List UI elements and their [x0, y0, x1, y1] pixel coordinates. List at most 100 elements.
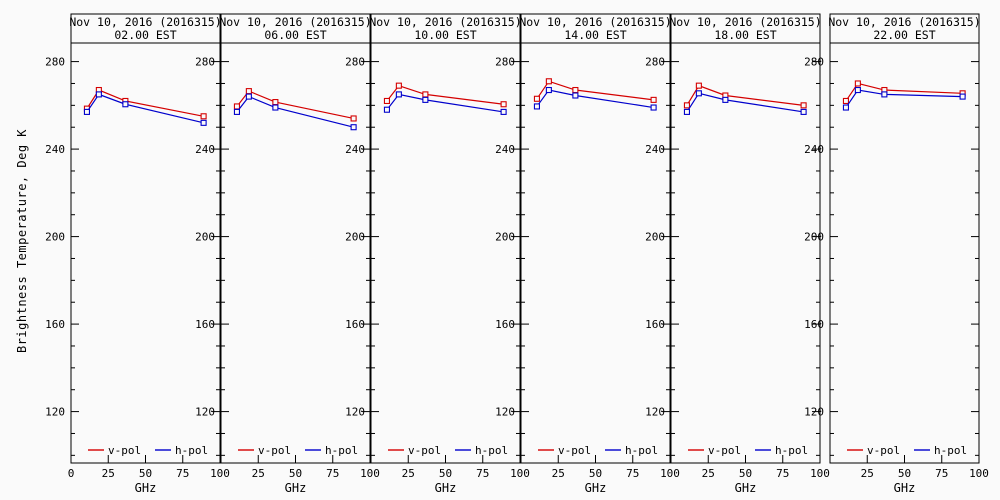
panel-1000: Nov 10, 2016 (2016315)10.00 EST 120 160 200…	[345, 13, 530, 495]
y-tick-label: 280	[804, 56, 824, 69]
series-line-v-pol	[845, 82, 963, 102]
y-tick-label: 200	[195, 231, 215, 244]
y-tick-label: 120	[804, 406, 824, 419]
x-tick-label: 25	[102, 467, 115, 480]
legend-label-h-pol: h-pol	[775, 444, 808, 457]
data-point-marker-v-pol	[533, 95, 540, 102]
panel-title: Nov 10, 2016 (2016315)	[669, 15, 821, 29]
panel-subtitle: 06.00 EST	[264, 28, 326, 42]
x-tick-label: 75	[935, 467, 948, 480]
x-tick-label: 25	[861, 467, 874, 480]
x-tick-label: 75	[326, 467, 339, 480]
panel-frame	[670, 13, 821, 464]
y-tick-label: 240	[804, 143, 824, 156]
legend-label-v-pol: v-pol	[558, 444, 591, 457]
y-tick-label: 280	[345, 56, 365, 69]
x-axis-label: GHz	[585, 481, 607, 495]
data-point-marker-v-pol	[842, 97, 849, 105]
y-tick-label: 120	[195, 406, 215, 419]
panel-2200: Nov 10, 2016 (2016315)22.00 EST 120 160 200…	[804, 13, 989, 495]
y-tick-label: 280	[495, 56, 515, 69]
series-line-h-pol	[236, 95, 354, 128]
legend-label-h-pol: h-pol	[325, 444, 358, 457]
data-point-marker-v-pol	[422, 91, 429, 98]
y-tick-label: 160	[195, 318, 215, 331]
legend-label-v-pol: v-pol	[108, 444, 141, 457]
y-tick-label: 280	[645, 56, 665, 69]
y-tick-label: 280	[45, 56, 65, 69]
data-point-marker-h-pol	[500, 108, 507, 115]
data-point-marker-h-pol	[842, 104, 849, 111]
series-line-v-pol	[386, 84, 504, 105]
series-line-h-pol	[536, 89, 654, 109]
panel-1400: Nov 10, 2016 (2016315)14.00 EST 120 160 200…	[495, 13, 680, 495]
data-point-marker-h-pol	[533, 103, 540, 110]
x-tick-label: 50	[898, 467, 911, 480]
panel-subtitle: 10.00 EST	[414, 28, 476, 42]
legend-label-h-pol: h-pol	[934, 444, 967, 457]
legend-label-v-pol: v-pol	[408, 444, 441, 457]
y-tick-label: 160	[804, 318, 824, 331]
legend-label-h-pol: h-pol	[475, 444, 508, 457]
panel-0600: Nov 10, 2016 (2016315)06.00 EST 120 160 200…	[195, 13, 380, 495]
y-tick-label: 240	[495, 143, 515, 156]
series-line-h-pol	[686, 92, 804, 113]
data-point-marker-h-pol	[383, 106, 390, 113]
data-point-marker-h-pol	[395, 91, 402, 98]
legend-label-v-pol: v-pol	[867, 444, 900, 457]
y-tick-label: 240	[45, 143, 65, 156]
legend-label-v-pol: v-pol	[708, 444, 741, 457]
legend-label-h-pol: h-pol	[625, 444, 658, 457]
x-tick-label: 100	[360, 467, 380, 480]
data-point-marker-v-pol	[800, 102, 807, 109]
y-tick-label: 200	[345, 231, 365, 244]
data-point-marker-h-pol	[233, 108, 240, 115]
panel-subtitle: 18.00 EST	[714, 28, 776, 42]
data-point-marker-v-pol	[650, 96, 657, 103]
y-tick-label: 200	[804, 231, 824, 244]
y-tick-label: 200	[645, 231, 665, 244]
x-axis-label: GHz	[435, 481, 457, 495]
series-line-v-pol	[686, 84, 804, 106]
panel-subtitle: 14.00 EST	[564, 28, 626, 42]
x-tick-label: 25	[702, 467, 715, 480]
y-tick-label: 160	[345, 318, 365, 331]
y-tick-label: 200	[495, 231, 515, 244]
data-point-marker-h-pol	[854, 86, 861, 94]
data-point-marker-h-pol	[95, 91, 102, 98]
data-point-marker-h-pol	[881, 91, 888, 98]
x-tick-label: 100	[810, 467, 830, 480]
panel-frame	[829, 13, 980, 464]
series-line-v-pol	[536, 80, 654, 101]
data-point-marker-v-pol	[233, 103, 240, 110]
series-line-h-pol	[386, 93, 504, 113]
x-tick-label: 50	[439, 467, 452, 480]
data-point-marker-h-pol	[572, 92, 579, 99]
y-tick-label: 120	[345, 406, 365, 419]
y-tick-label: 160	[645, 318, 665, 331]
x-tick-label: 100	[510, 467, 530, 480]
data-point-marker-h-pol	[695, 90, 702, 97]
data-point-marker-v-pol	[695, 82, 702, 89]
y-tick-label: 200	[45, 231, 65, 244]
data-point-marker-h-pol	[245, 93, 252, 100]
panel-title: Nov 10, 2016 (2016315)	[828, 15, 980, 29]
data-point-marker-v-pol	[200, 113, 207, 120]
data-point-marker-h-pol	[422, 96, 429, 103]
data-point-marker-v-pol	[683, 102, 690, 109]
data-point-marker-h-pol	[272, 104, 279, 111]
panel-subtitle: 22.00 EST	[873, 28, 935, 42]
series-line-h-pol	[845, 89, 963, 108]
data-point-marker-v-pol	[272, 99, 279, 106]
data-point-marker-h-pol	[800, 108, 807, 115]
data-point-marker-v-pol	[854, 80, 861, 87]
panel-0200: Nov 10, 2016 (2016315)02.00 EST 120 160 200…	[45, 13, 230, 495]
data-point-marker-h-pol	[683, 108, 690, 115]
x-tick-label: 50	[739, 467, 752, 480]
y-tick-label: 280	[195, 56, 215, 69]
x-tick-label: 100	[969, 467, 989, 480]
data-point-marker-h-pol	[122, 101, 129, 108]
panel-title: Nov 10, 2016 (2016315)	[219, 15, 371, 29]
